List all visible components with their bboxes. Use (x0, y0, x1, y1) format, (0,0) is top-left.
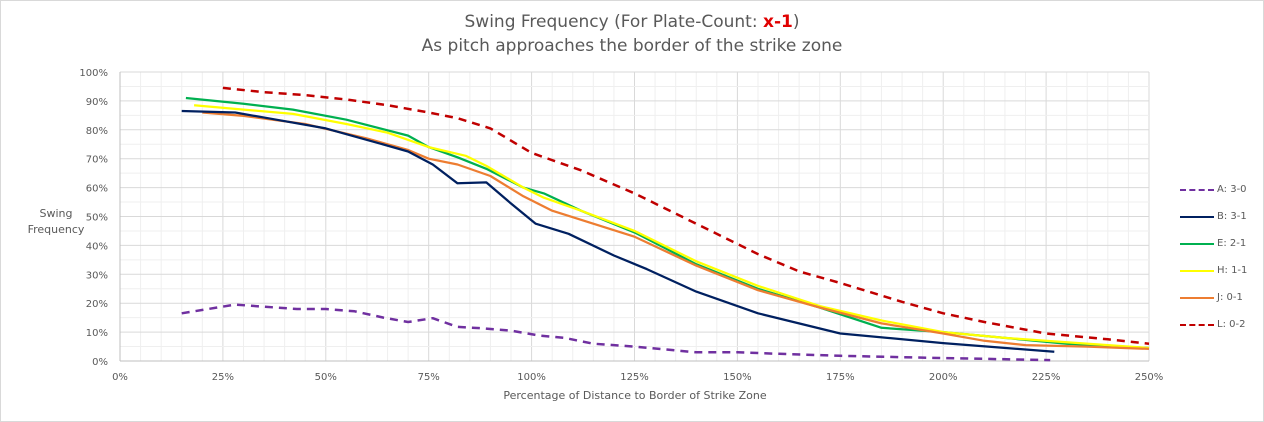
y-tick-label: 0% (92, 357, 108, 368)
legend-label: H: 1-1 (1217, 265, 1248, 276)
y-tick-label: 100% (79, 68, 108, 79)
y-axis-label: Swing Frequency (26, 206, 86, 238)
legend-label: L: 0-2 (1217, 319, 1246, 330)
x-tick-label: 175% (826, 372, 855, 383)
legend-label: A: 3-0 (1217, 184, 1247, 195)
series-line-b (181, 109, 1055, 353)
chart-subtitle: As pitch approaches the border of the st… (421, 36, 843, 56)
x-tick-label: 225% (1032, 372, 1061, 383)
legend-label: J: 0-1 (1217, 292, 1243, 303)
series-line-l (222, 86, 1150, 345)
x-tick-label: 200% (929, 372, 958, 383)
y-axis-label-line2: Frequency (27, 223, 85, 236)
legend-item: E: 2-1 (1180, 230, 1247, 257)
series-line-j (202, 111, 1150, 351)
x-tick-label: 150% (723, 372, 752, 383)
y-axis-label-line1: Swing (39, 207, 73, 220)
y-tick-label: 30% (86, 270, 108, 281)
y-tick-label: 10% (86, 328, 108, 339)
legend-swatch (1180, 242, 1214, 245)
y-tick-label: 80% (86, 126, 108, 137)
x-tick-label: 25% (212, 372, 234, 383)
chart-title: Swing Frequency (For Plate-Count: x-1) (0, 12, 1264, 32)
y-tick-label: 90% (86, 97, 108, 108)
legend-swatch (1180, 215, 1214, 218)
legend-swatch (1180, 323, 1214, 326)
x-tick-label: 125% (620, 372, 649, 383)
legend: A: 3-0 B: 3-1 E: 2-1 H: 1-1 J: 0-1 L: 0-2 (1180, 176, 1247, 338)
chart-title-text: Swing Frequency (For Plate-Count: (464, 12, 763, 32)
y-tick-label: 40% (86, 241, 108, 252)
series-line-h (194, 104, 1150, 350)
x-tick-label: 75% (418, 372, 440, 383)
chart-title-suffix: ) (792, 12, 800, 32)
x-tick-label: 0% (112, 372, 128, 383)
legend-swatch (1180, 188, 1214, 191)
legend-item: J: 0-1 (1180, 284, 1247, 311)
series-line-a (181, 303, 1051, 362)
x-tick-label: 250% (1135, 372, 1164, 383)
y-tick-label: 70% (86, 155, 108, 166)
y-tick-label: 60% (86, 184, 108, 195)
x-tick-label: 50% (315, 372, 337, 383)
legend-item: H: 1-1 (1180, 257, 1247, 284)
legend-item: A: 3-0 (1180, 176, 1247, 203)
legend-item: L: 0-2 (1180, 311, 1247, 338)
y-tick-label: 50% (86, 213, 108, 224)
legend-swatch (1180, 269, 1214, 272)
legend-swatch (1180, 296, 1214, 299)
x-axis-label: Percentage of Distance to Border of Stri… (503, 389, 767, 402)
y-tick-label: 20% (86, 299, 108, 310)
legend-item: B: 3-1 (1180, 203, 1247, 230)
legend-label: B: 3-1 (1217, 211, 1247, 222)
x-tick-label: 100% (517, 372, 546, 383)
chart-title-highlight: x-1 (762, 12, 793, 32)
legend-label: E: 2-1 (1217, 238, 1247, 249)
